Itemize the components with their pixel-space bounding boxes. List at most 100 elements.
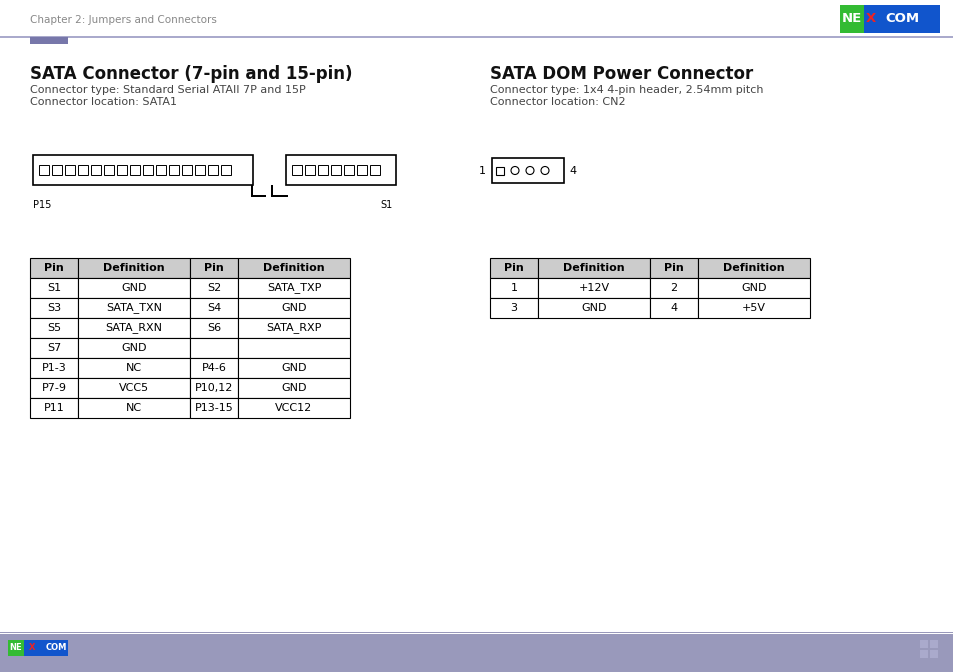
Bar: [30, 378, 78, 398]
Text: 1: 1: [478, 165, 485, 175]
Text: X: X: [29, 644, 35, 653]
Text: Definition: Definition: [263, 263, 324, 273]
Text: +5V: +5V: [741, 303, 765, 313]
Bar: [30, 398, 78, 418]
Bar: [649, 278, 698, 298]
Bar: [0, 632, 953, 634]
Text: Pin: Pin: [44, 263, 64, 273]
Text: COM: COM: [884, 13, 918, 26]
Text: SATA DOM Power Connector: SATA DOM Power Connector: [490, 65, 753, 83]
Bar: [929, 650, 937, 658]
Bar: [649, 298, 698, 318]
Text: Connector type: Standard Serial ATAII 7P and 15P: Connector type: Standard Serial ATAII 7P…: [30, 85, 305, 95]
Text: GND: GND: [121, 283, 147, 293]
Bar: [8, 640, 24, 656]
Text: VCC5: VCC5: [119, 383, 149, 393]
Text: GND: GND: [281, 303, 307, 313]
Bar: [190, 378, 237, 398]
Text: Pin: Pin: [663, 263, 683, 273]
Bar: [331, 165, 340, 175]
Bar: [305, 165, 314, 175]
Bar: [698, 298, 809, 318]
Circle shape: [540, 167, 548, 175]
Bar: [237, 358, 350, 378]
Circle shape: [511, 167, 518, 175]
Bar: [78, 298, 190, 318]
Bar: [30, 298, 78, 318]
Bar: [78, 318, 190, 338]
Text: SATA_TXN: SATA_TXN: [106, 302, 162, 313]
Bar: [190, 338, 237, 358]
Text: GND: GND: [121, 343, 147, 353]
Bar: [919, 650, 927, 658]
Bar: [237, 298, 350, 318]
Bar: [169, 165, 179, 175]
Text: Definition: Definition: [103, 263, 165, 273]
Text: P1-3: P1-3: [42, 363, 67, 373]
Bar: [492, 158, 563, 183]
Bar: [30, 358, 78, 378]
Bar: [190, 398, 237, 418]
Text: X: X: [865, 13, 875, 26]
Bar: [156, 165, 166, 175]
Text: +12V: +12V: [578, 283, 609, 293]
Bar: [194, 165, 205, 175]
Bar: [490, 278, 537, 298]
Text: P4-6: P4-6: [201, 363, 226, 373]
Bar: [496, 167, 503, 175]
Text: GND: GND: [281, 383, 307, 393]
Text: P15: P15: [33, 200, 51, 210]
Bar: [649, 258, 698, 278]
Text: S5: S5: [47, 323, 61, 333]
Bar: [537, 298, 649, 318]
Bar: [143, 165, 152, 175]
Bar: [30, 318, 78, 338]
Bar: [78, 378, 190, 398]
Bar: [24, 640, 68, 656]
Text: GND: GND: [281, 363, 307, 373]
Text: S4: S4: [207, 303, 221, 313]
Bar: [840, 5, 863, 33]
Bar: [65, 165, 75, 175]
Text: SATA_TXP: SATA_TXP: [267, 282, 321, 294]
Text: P10,12: P10,12: [194, 383, 233, 393]
Text: NC: NC: [126, 403, 142, 413]
Bar: [104, 165, 113, 175]
Circle shape: [525, 167, 534, 175]
Text: Pin: Pin: [503, 263, 523, 273]
Bar: [251, 185, 253, 197]
Bar: [537, 278, 649, 298]
Bar: [78, 338, 190, 358]
Bar: [317, 165, 328, 175]
Text: Chapter 2: Jumpers and Connectors: Chapter 2: Jumpers and Connectors: [30, 15, 216, 25]
Text: Definition: Definition: [722, 263, 784, 273]
Text: S6: S6: [207, 323, 221, 333]
Bar: [182, 165, 192, 175]
Bar: [271, 185, 273, 197]
Bar: [0, 36, 953, 38]
Text: 2: 2: [670, 283, 677, 293]
Text: Connector type: 1x4 4-pin header, 2.54mm pitch: Connector type: 1x4 4-pin header, 2.54mm…: [490, 85, 762, 95]
Bar: [698, 258, 809, 278]
Bar: [237, 378, 350, 398]
Bar: [292, 165, 302, 175]
Bar: [919, 640, 927, 648]
Bar: [130, 165, 140, 175]
Text: Connector location: SATA1: Connector location: SATA1: [30, 97, 177, 107]
Text: 1: 1: [510, 283, 517, 293]
Bar: [30, 338, 78, 358]
Bar: [286, 155, 395, 185]
Text: GND: GND: [580, 303, 606, 313]
Bar: [78, 358, 190, 378]
Bar: [237, 258, 350, 278]
Bar: [52, 165, 62, 175]
Text: Definition: Definition: [562, 263, 624, 273]
Bar: [30, 278, 78, 298]
Bar: [271, 195, 288, 197]
Bar: [190, 318, 237, 338]
Bar: [190, 278, 237, 298]
Bar: [117, 165, 127, 175]
Text: S7: S7: [47, 343, 61, 353]
Bar: [190, 298, 237, 318]
Text: P7-9: P7-9: [42, 383, 67, 393]
